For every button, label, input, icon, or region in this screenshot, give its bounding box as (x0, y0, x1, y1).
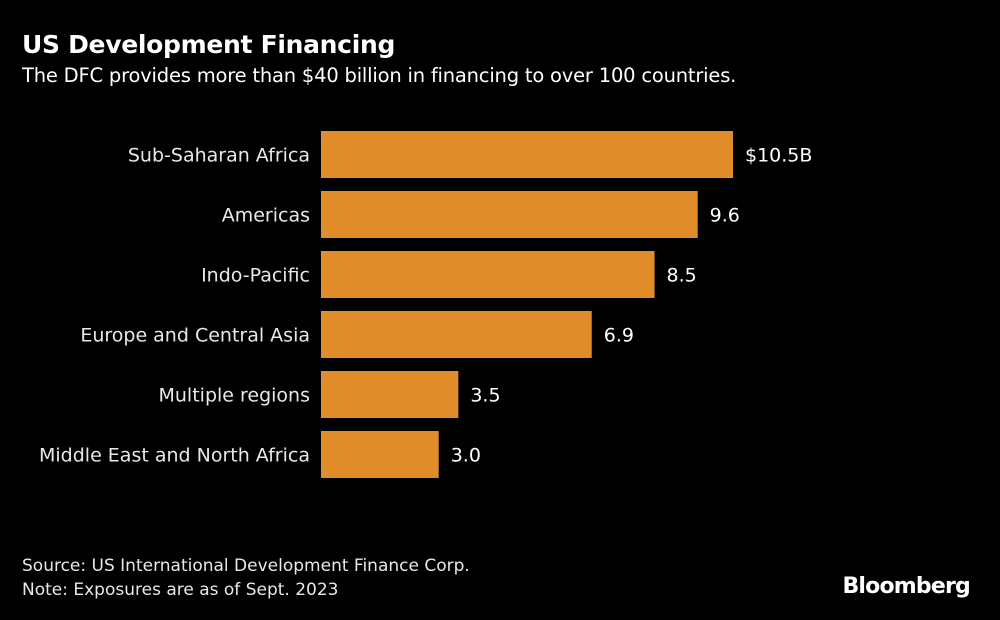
chart-title: US Development Financing (22, 30, 396, 59)
category-label: Europe and Central Asia (80, 325, 310, 347)
value-label: 8.5 (667, 265, 697, 287)
value-label: 3.5 (470, 385, 500, 407)
bloomberg-logo: Bloomberg (842, 574, 970, 599)
value-label: 6.9 (604, 325, 634, 347)
bar (321, 311, 592, 358)
chart-subtitle: The DFC provides more than $40 billion i… (22, 64, 737, 87)
value-label: 9.6 (710, 205, 740, 227)
exposure-note: Note: Exposures are as of Sept. 2023 (22, 580, 339, 600)
bar (321, 251, 655, 298)
category-label: Middle East and North Africa (39, 445, 310, 467)
value-label: $10.5B (745, 145, 812, 167)
category-label: Americas (222, 205, 310, 227)
source-note: Source: US International Development Fin… (22, 556, 470, 576)
bar (321, 431, 439, 478)
bar (321, 371, 459, 418)
category-label: Indo-Pacific (201, 265, 310, 287)
bar (321, 191, 698, 238)
category-label: Sub-Saharan Africa (128, 145, 310, 167)
value-label: 3.0 (451, 445, 481, 467)
bar (321, 131, 733, 178)
category-label: Multiple regions (159, 385, 311, 407)
